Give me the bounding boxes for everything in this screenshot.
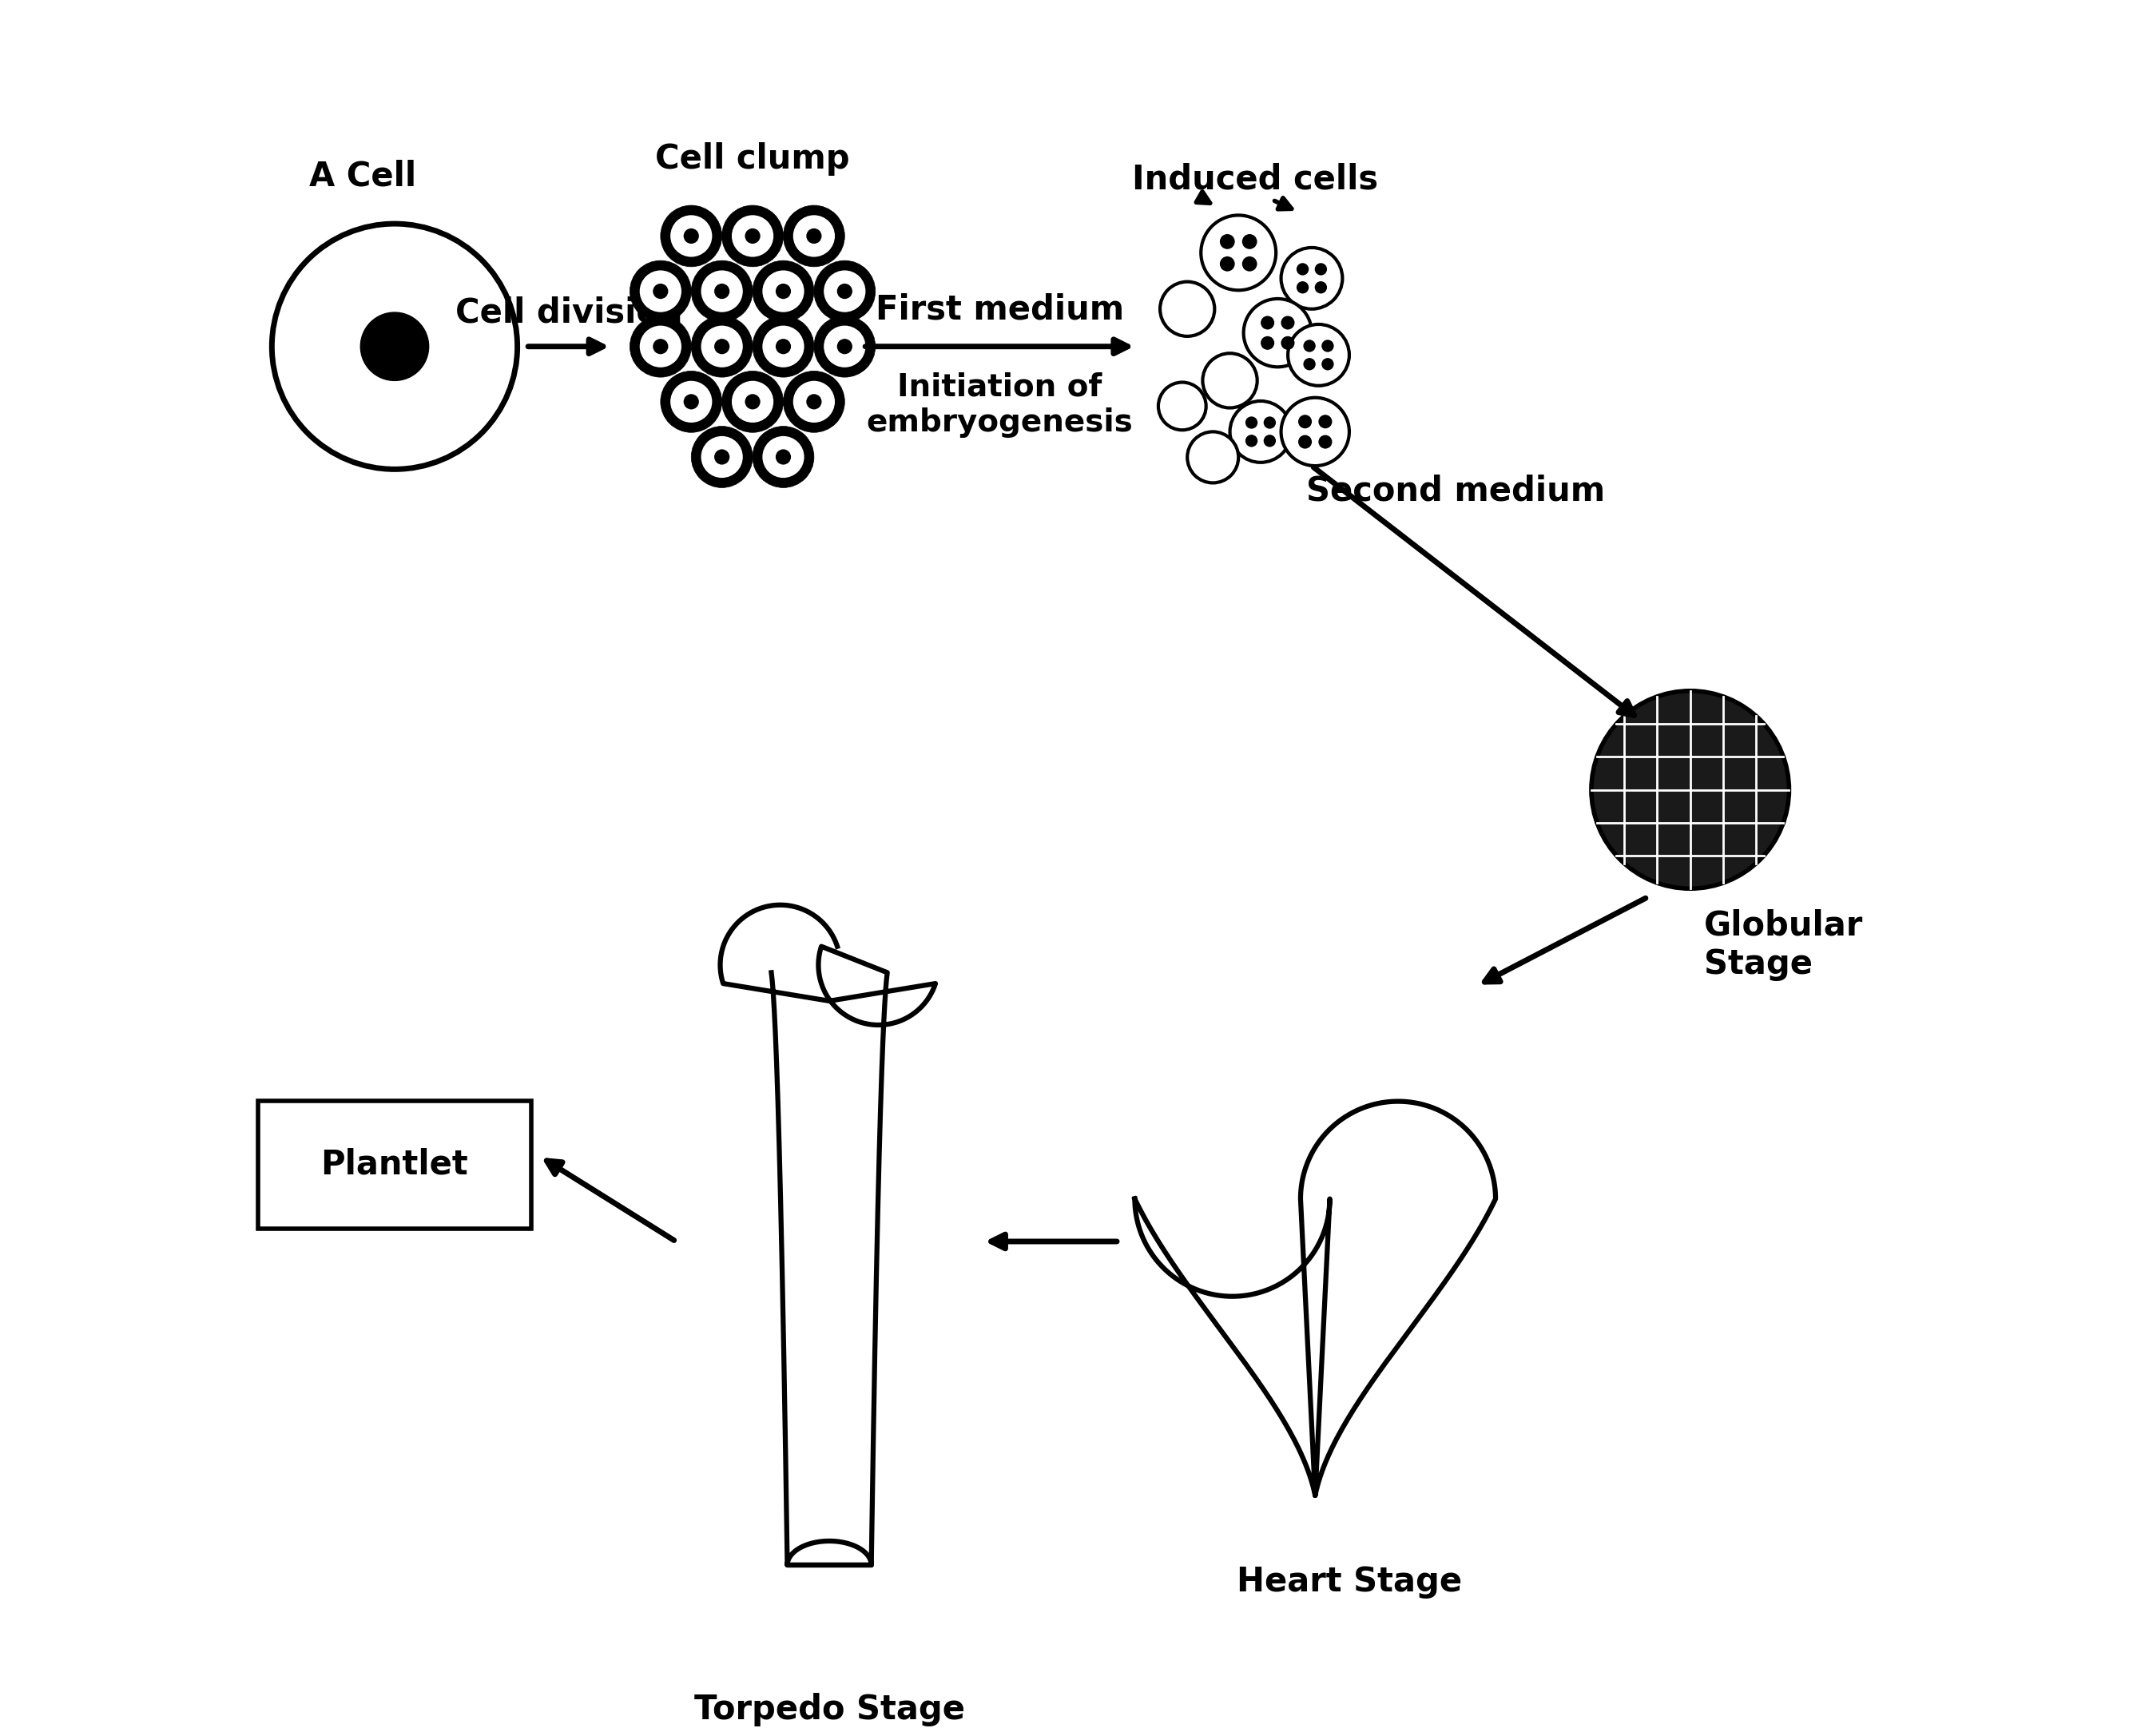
Circle shape [715,283,730,299]
Circle shape [1315,264,1326,276]
Circle shape [1281,337,1294,349]
Circle shape [825,326,866,368]
Circle shape [1244,434,1257,446]
Circle shape [670,380,713,422]
Circle shape [1315,281,1326,293]
Circle shape [1281,316,1294,330]
Circle shape [691,316,754,377]
Circle shape [1296,281,1309,293]
Text: Plantlet: Plantlet [321,1147,469,1182]
Circle shape [792,380,835,422]
Circle shape [683,394,700,410]
Circle shape [814,316,876,377]
Text: Globular
Stage: Globular Stage [1703,910,1862,981]
Circle shape [784,372,844,432]
Circle shape [1287,325,1350,385]
Circle shape [775,339,790,354]
Polygon shape [721,904,937,1566]
Circle shape [661,372,721,432]
Circle shape [360,312,428,380]
Circle shape [1262,337,1275,349]
Text: Cell clump: Cell clump [655,142,850,175]
Circle shape [1158,382,1206,431]
Circle shape [732,380,773,422]
Circle shape [1242,257,1257,271]
Circle shape [702,326,743,368]
Circle shape [762,436,805,477]
Circle shape [691,260,754,321]
Circle shape [271,224,517,469]
Circle shape [1221,234,1236,248]
Circle shape [1262,316,1275,330]
Circle shape [715,339,730,354]
Circle shape [762,271,805,312]
Text: Initiation of
embryogenesis: Initiation of embryogenesis [866,372,1132,437]
Text: Cell division: Cell division [454,295,683,330]
Circle shape [1204,354,1257,408]
Circle shape [639,326,680,368]
Text: Heart Stage: Heart Stage [1236,1566,1462,1599]
Circle shape [1229,401,1292,462]
Text: First medium: First medium [876,292,1124,326]
Circle shape [825,271,866,312]
Circle shape [1281,398,1350,465]
Text: Second medium: Second medium [1305,474,1604,507]
Circle shape [1264,417,1277,429]
Circle shape [784,205,844,267]
Circle shape [1298,436,1311,448]
Circle shape [814,260,876,321]
Circle shape [639,271,680,312]
Polygon shape [1135,1101,1496,1495]
Circle shape [1322,358,1335,370]
Circle shape [652,283,667,299]
Circle shape [1318,436,1333,448]
Text: Torpedo Stage: Torpedo Stage [693,1693,965,1727]
Circle shape [807,229,822,243]
Circle shape [1303,358,1315,370]
Circle shape [721,205,784,267]
Circle shape [661,205,721,267]
Circle shape [702,271,743,312]
Circle shape [702,436,743,477]
Circle shape [715,450,730,465]
Circle shape [807,394,822,410]
Text: A Cell: A Cell [310,160,416,193]
Circle shape [1281,248,1343,309]
Circle shape [1244,417,1257,429]
Circle shape [754,260,814,321]
Circle shape [754,427,814,488]
Circle shape [721,372,784,432]
Circle shape [754,316,814,377]
Circle shape [1322,340,1335,352]
Circle shape [1264,434,1277,446]
Circle shape [1186,432,1238,483]
Circle shape [732,215,773,257]
Circle shape [792,215,835,257]
Circle shape [631,316,691,377]
Circle shape [683,229,700,243]
Circle shape [775,450,790,465]
Circle shape [1201,215,1277,290]
Circle shape [691,427,754,488]
Bar [258,1101,532,1229]
Circle shape [1303,340,1315,352]
Circle shape [631,260,691,321]
Circle shape [838,339,853,354]
Circle shape [1318,415,1333,429]
Circle shape [652,339,667,354]
Circle shape [1244,299,1311,366]
Circle shape [745,229,760,243]
Circle shape [1296,264,1309,276]
Circle shape [1591,691,1789,889]
Circle shape [838,283,853,299]
Circle shape [670,215,713,257]
Circle shape [775,283,790,299]
Circle shape [1160,281,1214,337]
Circle shape [1298,415,1311,429]
Circle shape [762,326,805,368]
Circle shape [745,394,760,410]
Text: Induced cells: Induced cells [1132,163,1378,196]
Circle shape [1242,234,1257,248]
Circle shape [1221,257,1236,271]
